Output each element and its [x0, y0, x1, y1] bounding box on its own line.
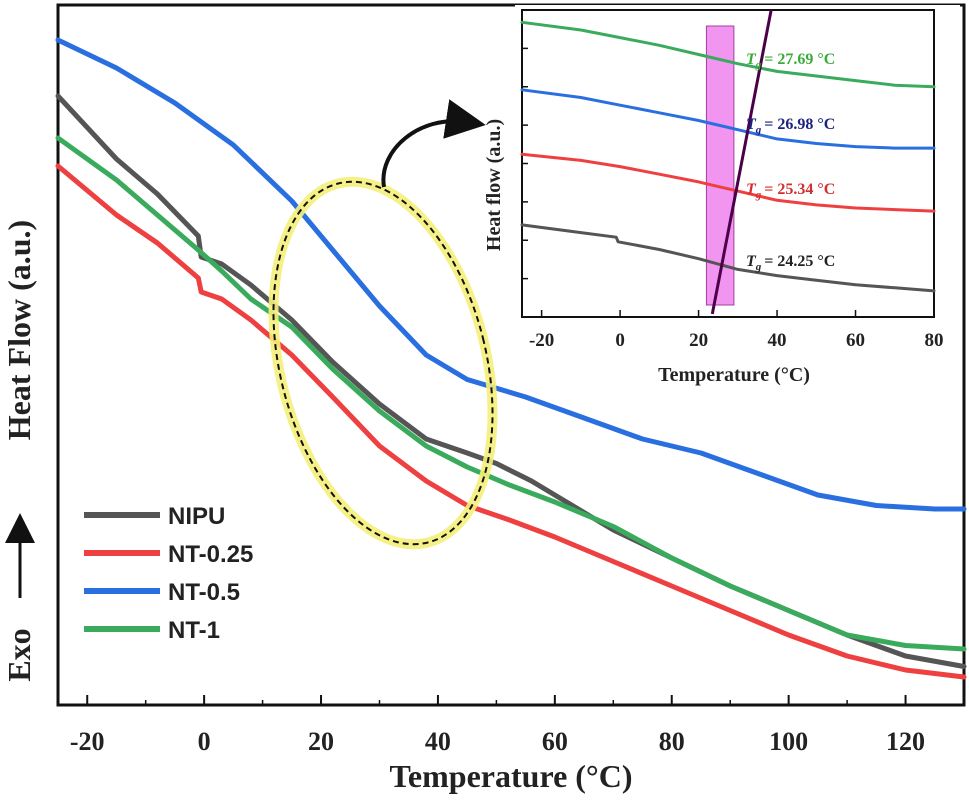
- legend: NIPU NT-0.25 NT-0.5 NT-1: [84, 503, 253, 644]
- legend-label-nt025: NT-0.25: [168, 541, 253, 568]
- inset-x-tick-label: 0: [615, 330, 625, 351]
- main-y-axis-title: Heat Flow (a.u.): [1, 220, 37, 440]
- series-line-nt025: [55, 163, 967, 680]
- inset-chart: -20 0 20 40 60 80 Temperature (°C) Heat flow …: [483, 5, 960, 386]
- tg-label: Tg = 27.69 °C: [746, 51, 835, 71]
- inset-x-ticks: -20 0 20 40 60 80: [522, 47, 944, 351]
- highlight-ellipse: [272, 180, 494, 546]
- inset-series-line-nipu: [520, 223, 936, 293]
- legend-label-nt1: NT-1: [168, 617, 220, 644]
- main-x-tick-label: 120: [886, 727, 925, 756]
- inset-x-tick-label: 80: [925, 330, 944, 351]
- main-x-tick-label: 60: [542, 727, 568, 756]
- inset-x-tick-label: 20: [689, 330, 708, 351]
- main-x-tick-label: 100: [769, 727, 808, 756]
- tg-label: Tg = 25.34 °C: [746, 181, 835, 201]
- inset-series-line-nt05: [520, 88, 936, 150]
- tg-label: Tg = 26.98 °C: [746, 116, 835, 136]
- inset-x-tick-label: 40: [768, 330, 787, 351]
- exo-label: Exo: [1, 628, 37, 681]
- tg-label: Tg = 24.25 °C: [746, 253, 835, 273]
- main-x-tick-label: 0: [198, 727, 211, 756]
- legend-label-nipu: NIPU: [168, 503, 225, 530]
- inset-x-axis-title: Temperature (°C): [658, 364, 810, 386]
- callout-arrow: [381, 99, 486, 188]
- main-x-tick-label: 80: [659, 727, 685, 756]
- inset-x-tick-label: -20: [529, 330, 554, 351]
- main-x-ticks: -20 0 20 40 60 80 100 120: [70, 695, 965, 756]
- inset-series-line-nt1: [520, 20, 936, 89]
- inset-tg-band: [705, 25, 735, 306]
- inset-tg-labels: Tg = 27.69 °C Tg = 26.98 °C Tg = 25.34 °C Tg = …: [746, 51, 835, 273]
- main-plot-frame: [56, 3, 966, 707]
- inset-series-lines: [520, 20, 936, 293]
- inset-x-tick-label: 60: [846, 330, 865, 351]
- main-x-tick-label: 20: [308, 727, 334, 756]
- inset-background: [515, 5, 960, 323]
- main-x-tick-label: 40: [425, 727, 451, 756]
- main-x-axis-title: Temperature (°C): [390, 758, 633, 794]
- main-x-tick-label: -20: [70, 727, 105, 756]
- inset-y-axis-title: Heat flow (a.u.): [483, 119, 505, 251]
- legend-label-nt05: NT-0.5: [168, 579, 240, 606]
- series-line-nt1: [55, 135, 967, 652]
- inset-series-line-nt025: [520, 152, 936, 213]
- inset-tangent-line: [710, 9, 773, 315]
